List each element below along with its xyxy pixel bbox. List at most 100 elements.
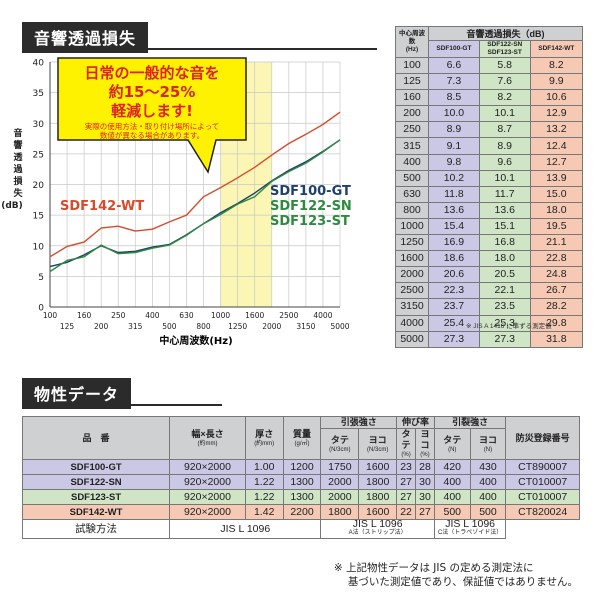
product-value: 500	[469, 504, 507, 520]
x-tick-label: 1000	[211, 311, 230, 320]
product-value: 400	[469, 489, 507, 505]
sound-row: 2500 22.3 22.1 26.7	[395, 282, 584, 300]
sound-row: 500 10.2 10.1 13.9	[395, 169, 584, 187]
sound-row: 200 10.0 10.1 12.9	[395, 105, 584, 123]
method-label: 試験方法	[21, 519, 171, 539]
series-line-sdf122-sn	[49, 139, 341, 273]
freq-cell: 1600	[395, 250, 429, 268]
sound-row: 2000 20.6 20.5 24.8	[395, 266, 584, 284]
loss-cell: 10.2	[428, 169, 480, 187]
product-value: 30	[415, 474, 435, 490]
loss-cell: 18.0	[529, 201, 584, 219]
x-tick-label: 2000	[262, 322, 281, 331]
y-tick-label: 20	[33, 181, 45, 191]
h-name: 品 番	[21, 416, 171, 460]
freq-cell: 4000	[395, 314, 429, 332]
product-value: 27	[415, 504, 435, 520]
product-value: CT010007	[505, 489, 580, 505]
h-y3: ヨコ (N)	[469, 428, 507, 460]
callout-line3: 軽減します!	[111, 102, 193, 120]
product-value: 1600	[358, 504, 398, 520]
product-value: 1600	[358, 459, 398, 475]
product-value: 1200	[282, 459, 322, 475]
x-tick-label: 1600	[245, 311, 264, 320]
loss-cell: 9.9	[529, 73, 584, 91]
loss-cell: 8.5	[428, 89, 480, 107]
sound-chart: 0 5 10 15 20 25 30 35 40 100 160 250 400 630 1000 1600…	[1, 57, 352, 347]
y-axis-label-char: 過	[12, 163, 23, 175]
x-tick-label: 4000	[313, 311, 332, 320]
product-value: 1800	[358, 474, 398, 490]
freq-cell: 200	[395, 105, 429, 123]
sound-row: 1000 15.4 15.1 19.5	[395, 217, 584, 236]
loss-cell: 16.9	[428, 234, 480, 252]
loss-cell: 15.0	[529, 185, 584, 203]
col-sdf100-gt: SDF100-GT	[428, 40, 480, 58]
product-value: 27	[396, 489, 416, 505]
product-value: 30	[415, 489, 435, 505]
legend-sdf142-wt: SDF142-WT	[60, 199, 144, 214]
loss-cell: 11.7	[478, 185, 531, 203]
props-section-title: 物性データ	[22, 378, 132, 409]
y-axis-label-char: 響	[13, 139, 22, 151]
product-value: 2000	[320, 474, 360, 490]
loss-cell: 8.2	[529, 56, 584, 75]
sound-row: 3150 23.7 23.5 28.2	[395, 298, 584, 316]
loss-cell: 23.7	[428, 298, 480, 316]
h-t1: タテ (N/3cm)	[320, 428, 360, 460]
loss-cell: 13.2	[529, 121, 584, 139]
sound-row: 315 9.1 8.9 12.4	[395, 137, 584, 155]
loss-cell: 25.4	[428, 314, 480, 332]
product-value: 920×2000	[169, 489, 246, 505]
callout-sub2: 数値が異なる場合があります。	[100, 130, 204, 140]
freq-cell: 5000	[395, 330, 429, 348]
product-value: 400	[469, 474, 507, 490]
col-sdf142-wt: SDF142-WT	[529, 40, 584, 58]
product-name: SDF100-GT	[21, 459, 171, 475]
product-value: 22	[396, 504, 416, 520]
loss-cell: 28.2	[529, 298, 584, 316]
loss-cell: 5.8	[478, 56, 531, 75]
loss-cell: 16.8	[478, 234, 531, 252]
x-tick-label: 5000	[330, 322, 349, 331]
freq-cell: 500	[395, 169, 429, 187]
product-value: 420	[433, 459, 471, 475]
loss-cell: 6.6	[428, 56, 480, 75]
series-line-sdf142-wt	[49, 111, 341, 258]
product-value: CT010007	[505, 474, 580, 490]
product-row: SDF100-GT 920×2000 1.00 1200 1750 1600 23 28 420…	[21, 459, 580, 475]
loss-cell: 8.9	[428, 121, 480, 139]
freq-cell: 2500	[395, 282, 429, 300]
product-value: 1750	[320, 459, 360, 475]
x-tick-label: 160	[77, 311, 92, 320]
y-axis-label-char: 失	[13, 187, 23, 199]
h-y2: ヨコ (%)	[415, 428, 435, 460]
loss-cell: 18.6	[428, 250, 480, 268]
loss-cell: 31.8	[529, 330, 584, 348]
loss-cell: 19.5	[529, 217, 584, 236]
x-tick-label: 100	[43, 311, 58, 320]
sound-row: 250 8.9 8.7 13.2	[395, 121, 584, 139]
x-tick-label: 125	[60, 322, 75, 331]
sound-row: 125 7.3 7.6 9.9	[395, 73, 584, 91]
sound-section-title: 音響透過損失	[22, 22, 149, 53]
h-mass: 質量 (g/㎡)	[282, 416, 322, 460]
loss-cell: 22.3	[428, 282, 480, 300]
callout-line1: 日常の一般的な音を	[84, 64, 219, 82]
y-tick-label: 10	[33, 242, 45, 252]
loss-cell: 27.3	[478, 330, 531, 348]
h-elong: 伸び率	[396, 416, 435, 429]
product-value: 1.22	[244, 474, 284, 490]
product-value: 1300	[282, 474, 322, 490]
loss-cell: 11.8	[428, 185, 480, 203]
y-tick-label: 5	[38, 273, 44, 283]
freq-cell: 400	[395, 153, 429, 171]
callout-line2: 約15〜25%	[109, 83, 196, 101]
y-tick-label: 35	[33, 89, 44, 99]
y-axis-label: 音響透過損失 (dB)	[1, 127, 23, 211]
sound-table-note: ※ JIS A 1416 に準ずる測定値	[466, 323, 552, 330]
freq-cell: 2000	[395, 266, 429, 284]
h-t3: タテ (N)	[433, 428, 471, 460]
loss-cell: 27.3	[428, 330, 480, 348]
legend-sdf100-gt: SDF100-GT	[270, 184, 351, 199]
